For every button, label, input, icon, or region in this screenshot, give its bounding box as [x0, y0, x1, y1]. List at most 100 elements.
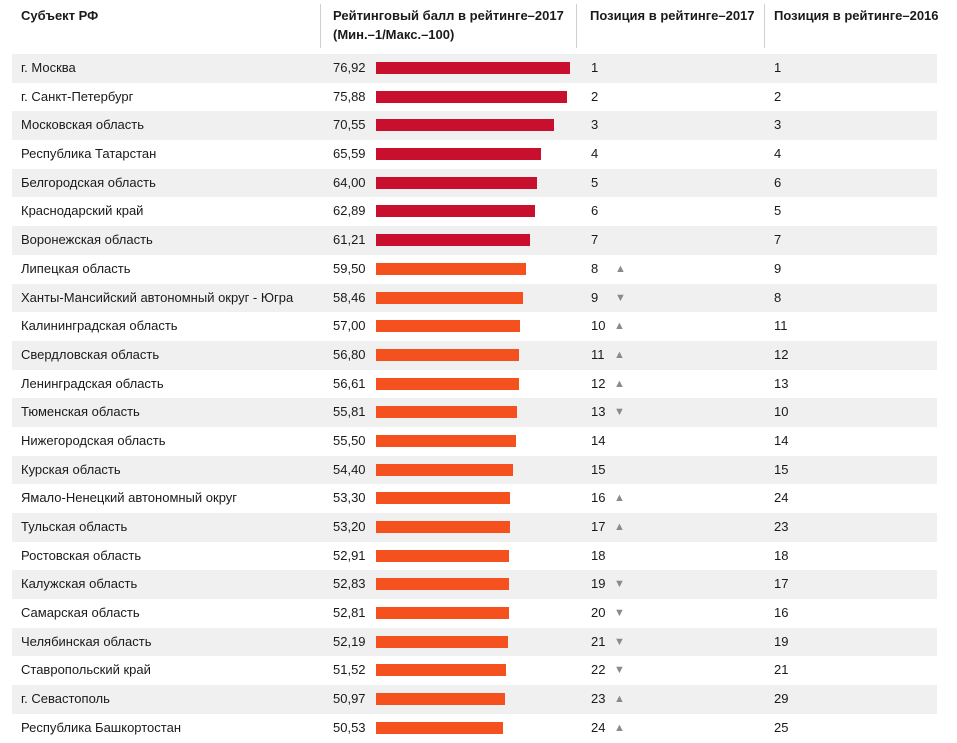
score-value: 55,81: [333, 404, 366, 420]
position-2016: 17: [774, 576, 789, 592]
trend-up-icon: ▲: [614, 492, 625, 505]
region-name: Белгородская область: [21, 174, 156, 190]
table-row: Ямало-Ненецкий автономный округ 53,30 16 ▲ 2…: [12, 484, 937, 513]
table-row: Республика Татарстан 65,59 4 4: [12, 140, 937, 169]
table-row: Калужская область 52,83 19 ▼ 17: [12, 570, 937, 600]
score-value: 61,21: [333, 232, 366, 248]
position-2017: 16: [591, 490, 606, 506]
table-row: Тюменская область 55,81 13 ▼ 10: [12, 398, 937, 427]
trend-down-icon: ▼: [614, 635, 625, 648]
region-name: г. Санкт-Петербург: [21, 88, 134, 104]
score-bar: [376, 721, 504, 734]
trend-up-icon: ▲: [614, 320, 625, 333]
position-2016: 13: [774, 375, 789, 391]
region-name: Московская область: [21, 117, 145, 133]
table-row: Ростовская область 52,91 18 18: [12, 542, 937, 571]
table-row: Самарская область 52,81 20 ▼ 16: [12, 599, 937, 628]
position-2017: 19: [591, 576, 606, 592]
score-value: 64,00: [333, 174, 366, 190]
score-bar: [376, 234, 531, 247]
header-divider: [576, 4, 577, 48]
score-value: 58,46: [333, 289, 366, 305]
score-bar: [376, 635, 508, 648]
trend-up-icon: ▲: [614, 721, 625, 734]
position-2017: 22: [591, 662, 606, 678]
score-bar: [376, 406, 517, 419]
table-row: г. Санкт-Петербург 75,88 2 2: [12, 83, 937, 112]
position-2016: 21: [774, 662, 789, 678]
score-bar: [376, 463, 514, 476]
position-2016: 29: [774, 691, 789, 707]
region-name: г. Москва: [21, 60, 76, 75]
score-value: 52,91: [333, 547, 366, 563]
position-2016: 18: [774, 547, 789, 563]
region-name: Тюменская область: [21, 404, 140, 420]
trend-up-icon: ▲: [614, 377, 625, 390]
score-value: 62,89: [333, 203, 366, 219]
region-name: Калужская область: [21, 576, 138, 592]
position-2017: 20: [591, 605, 606, 621]
header-pos2016: Позиция в рейтинге–2016: [774, 8, 939, 23]
score-value: 51,52: [333, 662, 366, 678]
region-name: Калининградская область: [21, 318, 178, 334]
score-bar: [376, 693, 505, 706]
table-row: г. Севастополь 50,97 23 ▲ 29: [12, 685, 937, 714]
table-row: Тульская область 53,20 17 ▲ 23: [12, 513, 937, 542]
score-value: 53,20: [333, 519, 366, 534]
position-2017: 2: [591, 88, 599, 104]
table-row: Нижегородская область 55,50 14 14: [12, 427, 937, 456]
region-name: Республика Татарстан: [21, 146, 157, 162]
position-2017: 7: [591, 232, 599, 248]
score-bar: [376, 262, 527, 275]
table-row: Курская область 54,40 15 15: [12, 455, 937, 485]
region-name: Краснодарский край: [21, 203, 144, 219]
score-bar: [376, 664, 506, 677]
score-bar: [376, 521, 511, 533]
score-value: 59,50: [333, 260, 366, 276]
score-value: 55,50: [333, 432, 366, 448]
score-bar: [376, 205, 535, 218]
region-name: Челябинская область: [21, 633, 152, 649]
region-name: Республика Башкортостан: [21, 719, 181, 735]
table-row: Белгородская область 64,00 5 6: [12, 168, 937, 198]
header-score-line1: Рейтинговый балл в рейтинге–2017: [333, 8, 564, 23]
region-name: Липецкая область: [21, 260, 131, 276]
region-name: Ставропольский край: [21, 662, 151, 678]
position-2017: 1: [591, 60, 599, 75]
position-2017: 15: [591, 461, 606, 477]
region-name: Ростовская область: [21, 547, 142, 563]
score-value: 52,83: [333, 576, 366, 592]
position-2016: 12: [774, 346, 789, 362]
score-value: 52,19: [333, 633, 366, 649]
region-name: Ханты-Мансийский автономный округ - Югра: [21, 289, 294, 305]
position-2017: 14: [591, 432, 606, 448]
table-row: Республика Башкортостан 50,53 24 ▲ 25: [12, 714, 937, 743]
header-score: Рейтинговый балл в рейтинге–2017 (Мин.–1…: [333, 6, 564, 44]
region-name: Тульская область: [21, 519, 128, 534]
position-2016: 25: [774, 719, 789, 735]
position-2016: 5: [774, 203, 782, 219]
position-2016: 14: [774, 432, 789, 448]
score-bar: [376, 291, 524, 304]
trend-down-icon: ▼: [614, 664, 625, 677]
trend-up-icon: ▲: [614, 521, 625, 533]
score-bar: [376, 348, 520, 361]
score-bar: [376, 176, 538, 189]
position-2016: 16: [774, 605, 789, 621]
position-2017: 5: [591, 174, 599, 190]
region-name: Ямало-Ненецкий автономный округ: [21, 490, 238, 506]
score-value: 75,88: [333, 88, 366, 104]
header-divider: [320, 4, 321, 48]
position-2017: 6: [591, 203, 599, 219]
score-value: 54,40: [333, 461, 366, 477]
position-2016: 1: [774, 60, 782, 75]
position-2016: 7: [774, 232, 782, 248]
score-value: 50,53: [333, 719, 366, 735]
position-2017: 4: [591, 146, 599, 162]
header-region: Субъект РФ: [21, 8, 99, 23]
table-row: Ленинградская область 56,61 12 ▲ 13: [12, 370, 937, 399]
position-2017: 9: [591, 289, 599, 305]
trend-down-icon: ▼: [614, 607, 625, 620]
position-2016: 10: [774, 404, 789, 420]
trend-up-icon: ▲: [614, 693, 625, 706]
